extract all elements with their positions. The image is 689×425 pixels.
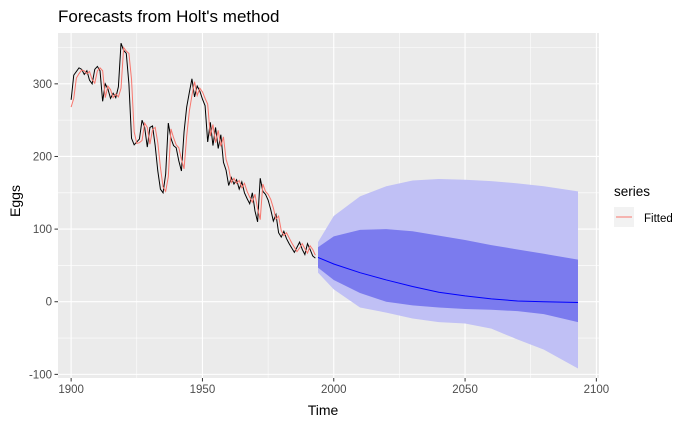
x-axis-title: Time: [308, 402, 339, 418]
band-80: [318, 229, 578, 323]
legend-label-fitted: Fitted: [644, 213, 673, 225]
series-lines: [70, 42, 579, 303]
x-tick-label: 2000: [321, 384, 347, 396]
y-tick-label: -100: [29, 369, 52, 381]
forecast-line: [317, 256, 579, 303]
forecast-bands: [318, 178, 578, 369]
legend: series Fitted: [614, 184, 673, 227]
grid-lines: [58, 33, 599, 378]
legend-title: series: [614, 184, 650, 199]
x-tick-label: 1900: [58, 384, 84, 396]
y-tick-label: 300: [33, 79, 52, 91]
y-tick-label: 0: [46, 297, 52, 309]
axis-ticks: 1900 1950 2000 2050 2100 -100 0 100 200 300: [29, 79, 609, 396]
x-tick-label: 1950: [190, 384, 216, 396]
fitted-line: [70, 46, 316, 256]
x-tick-label: 2100: [584, 384, 610, 396]
y-tick-label: 100: [33, 224, 52, 236]
y-tick-label: 200: [33, 151, 52, 163]
y-axis-title: Eggs: [7, 185, 23, 217]
x-tick-label: 2050: [452, 384, 478, 396]
chart-title: Forecasts from Holt's method: [58, 7, 279, 26]
